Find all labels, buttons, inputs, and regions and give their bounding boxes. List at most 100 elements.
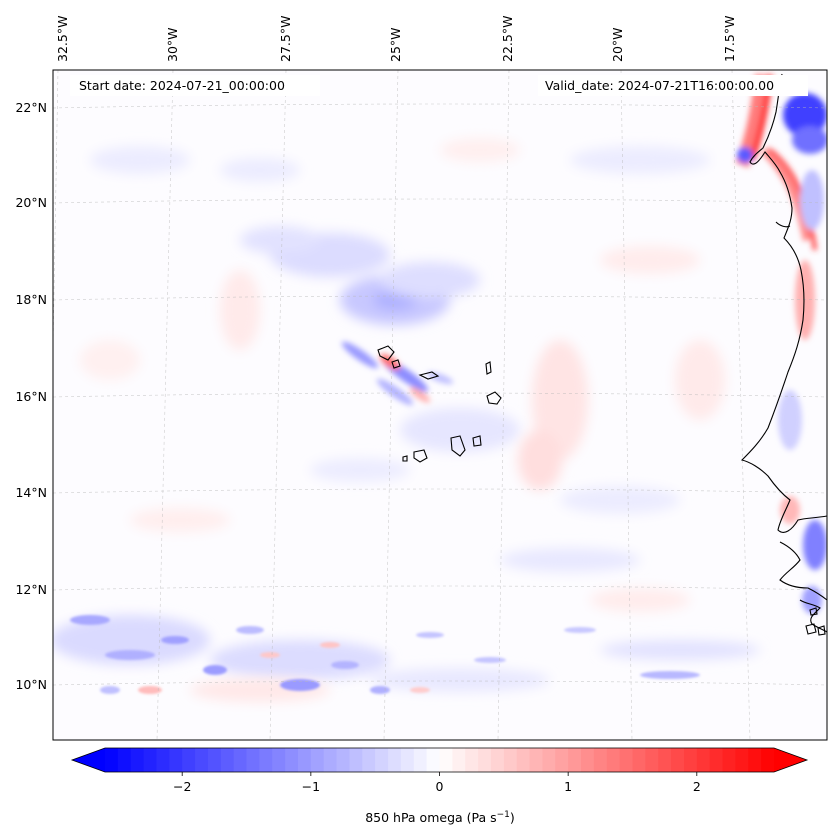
colorbar-band xyxy=(722,748,737,772)
colorbar-band xyxy=(233,748,248,772)
colorbar-label-exponent: −1 xyxy=(497,810,510,820)
colorbar-tick-label: 1 xyxy=(564,779,572,794)
omega-positive-broad xyxy=(80,138,725,702)
colorbar-band xyxy=(465,748,479,772)
colorbar-band xyxy=(285,748,299,772)
colorbar-band xyxy=(735,748,749,772)
colorbar-band xyxy=(195,748,209,772)
colorbar-band xyxy=(683,748,698,772)
colorbar-band xyxy=(748,748,762,772)
colorbar-band xyxy=(529,748,544,772)
island-maio xyxy=(472,435,482,447)
colorbar-band xyxy=(323,748,338,772)
meridian-20w xyxy=(620,70,633,740)
colorbar-band xyxy=(452,748,466,772)
lat-label-16n: 16°N xyxy=(15,389,47,404)
colorbar-band xyxy=(555,748,569,772)
colorbar-band xyxy=(658,748,672,772)
colorbar-bands xyxy=(105,748,775,772)
colorbar-band xyxy=(310,748,325,772)
graticule xyxy=(53,70,827,740)
island-brava xyxy=(402,455,408,462)
island-sao-vicente xyxy=(391,359,401,369)
island-santo-antao xyxy=(377,345,395,361)
colorbar-band xyxy=(632,748,646,772)
colorbar-band xyxy=(490,748,505,772)
colorbar-band xyxy=(272,748,286,772)
omega-field xyxy=(53,74,827,702)
lon-label-25w: 25°W xyxy=(388,27,403,62)
meridian-17-5w xyxy=(731,70,751,740)
colorbar-band xyxy=(619,748,634,772)
islet-3 xyxy=(809,607,818,616)
meridian-22-5w xyxy=(497,70,510,740)
island-santiago xyxy=(450,435,466,457)
valid-date-box xyxy=(538,75,808,96)
parallel-20n xyxy=(53,198,827,204)
lon-label-22-5w: 22.5°W xyxy=(500,16,515,62)
parallel-16n xyxy=(53,392,827,398)
valid-date-label: Valid_date: 2024-07-21T16:00:00.00 xyxy=(545,78,774,93)
colorbar-label-prefix: 850 hPa omega (Pa s xyxy=(365,810,496,825)
coastal-bay xyxy=(775,221,791,228)
parallel-12n xyxy=(53,585,827,591)
colorbar-band xyxy=(400,748,415,772)
colorbar-band xyxy=(130,748,145,772)
lon-label-30w: 30°W xyxy=(165,27,180,62)
island-boa-vista xyxy=(486,391,502,405)
colorbar-band xyxy=(246,748,260,772)
colorbar-band xyxy=(297,748,312,772)
lat-label-10n: 10°N xyxy=(15,677,47,692)
colorbar-band xyxy=(426,748,441,772)
colorbar-band xyxy=(156,748,170,772)
colorbar-band xyxy=(362,748,376,772)
colorbar-band xyxy=(581,748,595,772)
senegal-gambia-coast xyxy=(779,541,828,601)
lon-label-27-5w: 27.5°W xyxy=(278,16,293,62)
colorbar-band xyxy=(503,748,518,772)
colorbar-band xyxy=(645,748,659,772)
lat-label-20n: 20°N xyxy=(15,195,47,210)
island-fogo xyxy=(413,449,428,463)
colorbar-ticks: −2 −1 0 1 2 xyxy=(173,772,701,794)
islet-1 xyxy=(805,623,817,635)
coastlines xyxy=(740,73,828,636)
colorbar-band xyxy=(117,748,132,772)
latitude-labels: 22°N 20°N 18°N 16°N 14°N 12°N 10°N xyxy=(15,100,47,692)
parallel-18n xyxy=(53,295,827,301)
lon-label-32-5w: 32.5°W xyxy=(55,16,70,62)
start-date-label: Start date: 2024-07-21_00:00:00 xyxy=(79,78,285,93)
omega-coastal-front xyxy=(735,74,827,614)
start-date-box xyxy=(70,75,320,96)
colorbar-tick-label: −2 xyxy=(173,779,191,794)
colorbar-arrow-max xyxy=(774,748,807,772)
colorbar-band xyxy=(169,748,183,772)
guinea-bissau-coast xyxy=(799,599,828,633)
colorbar-band xyxy=(143,748,158,772)
lat-label-14n: 14°N xyxy=(15,485,47,500)
colorbar-band xyxy=(568,748,582,772)
island-sal xyxy=(485,361,492,375)
colorbar-band xyxy=(593,748,608,772)
colorbar: −2 −1 0 1 2 850 hPa omega (Pa s−1) xyxy=(70,747,809,825)
colorbar-label: 850 hPa omega (Pa s−1) xyxy=(365,810,515,825)
meridian-25w xyxy=(383,70,399,740)
africa-coastline xyxy=(740,73,828,533)
colorbar-band xyxy=(709,748,724,772)
colorbar-band xyxy=(606,748,621,772)
colorbar-band xyxy=(696,748,711,772)
colorbar-band xyxy=(542,748,556,772)
colorbar-tick-label: 0 xyxy=(436,779,444,794)
map-area: Start date: 2024-07-21_00:00:00 Valid_da… xyxy=(52,69,828,741)
colorbar-band xyxy=(220,748,235,772)
islet-2 xyxy=(817,625,826,636)
longitude-labels: 32.5°W 30°W 27.5°W 25°W 22.5°W 20°W 17.5… xyxy=(55,16,737,62)
colorbar-tick-label: −1 xyxy=(302,779,320,794)
colorbar-band xyxy=(516,748,531,772)
colorbar-tick-label: 2 xyxy=(693,779,701,794)
lat-label-22n: 22°N xyxy=(15,100,47,115)
colorbar-band xyxy=(478,748,492,772)
parallel-10n xyxy=(53,680,827,686)
lon-label-17-5w: 17.5°W xyxy=(722,16,737,62)
